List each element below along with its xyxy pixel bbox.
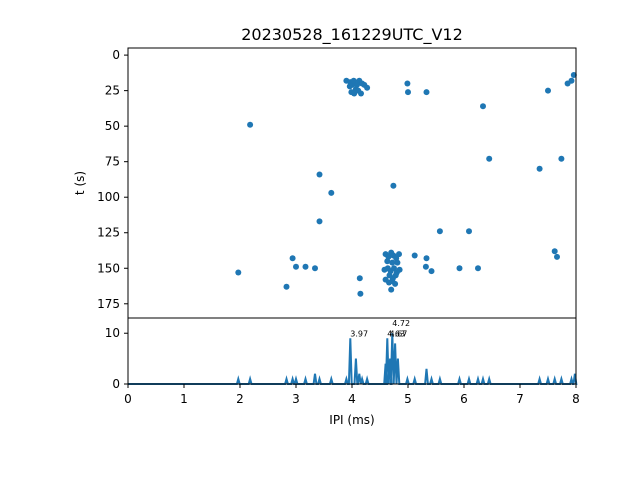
- x-tick-label: 7: [516, 392, 524, 406]
- y-tick-label: 125: [97, 226, 120, 240]
- x-tick-label: 5: [404, 392, 412, 406]
- x-tick-label: 2: [236, 392, 244, 406]
- y-tick-label: 0: [112, 377, 120, 391]
- scatter-point: [392, 272, 399, 279]
- y-tick-label: 0: [112, 48, 120, 62]
- scatter-y-label: t (s): [73, 171, 87, 195]
- scatter-point: [302, 263, 309, 270]
- y-tick-label: 100: [97, 190, 120, 204]
- scatter-point: [456, 265, 463, 272]
- x-tick-label: 1: [180, 392, 188, 406]
- scatter-point: [558, 155, 565, 162]
- histogram-x-ticks: 0 1 2 3 4 5 6 7 8: [124, 384, 580, 406]
- scatter-axes: 0 25 50 75 100 125 150 175 t (s): [73, 47, 577, 319]
- scatter-point: [404, 80, 411, 87]
- scatter-point: [358, 90, 364, 97]
- scatter-point: [316, 218, 323, 225]
- peak-annotation: 3.97: [350, 329, 368, 338]
- scatter-point: [346, 83, 353, 90]
- scatter-point: [480, 103, 486, 110]
- scatter-point: [545, 87, 551, 94]
- scatter-points: [235, 72, 577, 297]
- scatter-point: [423, 255, 430, 262]
- y-tick-label: 25: [105, 84, 120, 98]
- scatter-point: [364, 84, 371, 91]
- y-tick-label: 175: [97, 297, 120, 311]
- x-tick-label: 3: [292, 392, 300, 406]
- scatter-point: [316, 171, 323, 178]
- x-tick-label: 8: [572, 392, 580, 406]
- scatter-point: [389, 259, 396, 266]
- scatter-point: [293, 263, 299, 270]
- peak-annotation: 4.72: [392, 319, 410, 328]
- scatter-point: [357, 290, 364, 297]
- scatter-point: [536, 165, 543, 172]
- scatter-point: [423, 89, 430, 96]
- chart-title: 20230528_161229UTC_V12: [241, 25, 463, 45]
- scatter-y-ticks: 0 25 50 75 100 125 150 175: [97, 48, 128, 311]
- scatter-point: [570, 72, 577, 78]
- scatter-plot-area: [128, 48, 576, 318]
- scatter-point: [551, 248, 558, 255]
- peak-annotation: 4.63: [387, 329, 405, 338]
- scatter-point: [283, 283, 290, 290]
- x-tick-label: 6: [460, 392, 468, 406]
- x-tick-label: 0: [124, 392, 132, 406]
- y-tick-label: 50: [105, 119, 120, 133]
- scatter-point: [394, 259, 401, 266]
- scatter-point: [390, 182, 397, 189]
- y-tick-label: 150: [97, 261, 120, 275]
- scatter-point: [350, 77, 357, 84]
- peak-annotations: 3.97 4.724.634.67: [350, 319, 410, 338]
- scatter-point: [554, 253, 560, 260]
- scatter-point: [475, 265, 481, 272]
- scatter-point: [396, 266, 403, 273]
- scatter-point: [354, 81, 360, 88]
- scatter-point: [289, 255, 296, 262]
- scatter-point: [392, 280, 399, 287]
- y-tick-label: 10: [105, 326, 120, 340]
- histogram-frame: [127, 317, 577, 385]
- scatter-point: [568, 77, 575, 84]
- histogram-x-label: IPI (ms): [329, 413, 374, 427]
- scatter-point: [247, 121, 254, 128]
- scatter-point: [422, 263, 429, 270]
- scatter-point: [312, 265, 318, 272]
- scatter-point: [466, 228, 472, 235]
- scatter-point: [411, 252, 418, 259]
- scatter-point: [388, 286, 395, 293]
- scatter-point: [486, 155, 493, 162]
- peak-annotation: 4.67: [390, 329, 408, 338]
- scatter-point: [235, 269, 242, 276]
- scatter-point: [405, 89, 411, 96]
- scatter-point: [328, 189, 335, 196]
- scatter-point: [428, 268, 435, 275]
- x-tick-label: 4: [348, 392, 356, 406]
- y-tick-label: 75: [105, 155, 120, 169]
- scatter-point: [396, 251, 402, 258]
- histogram-axes: 3.97 4.724.634.67 0 1 2 3 4 5 6 7 8 0 10 IPI (ms): [105, 317, 580, 427]
- scatter-point: [356, 275, 363, 282]
- scatter-point: [386, 272, 393, 279]
- histogram-y-ticks: 0 10: [105, 326, 128, 391]
- scatter-point: [384, 258, 391, 265]
- scatter-point: [436, 228, 443, 235]
